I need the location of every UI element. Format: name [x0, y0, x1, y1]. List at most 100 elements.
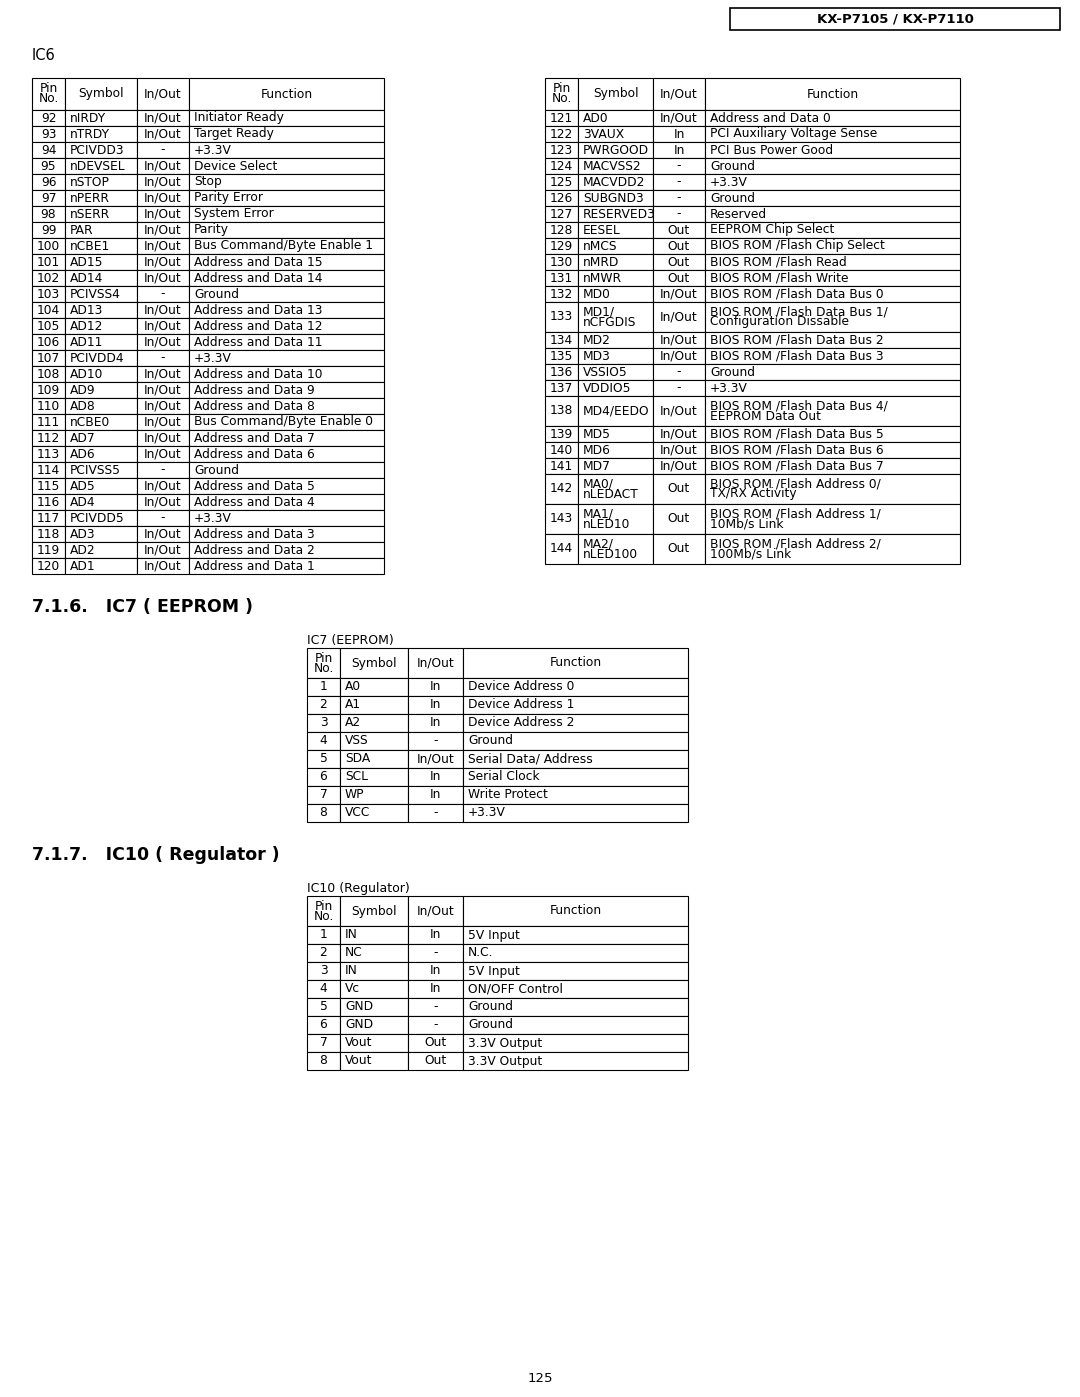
Bar [32, 510, 65, 527]
Text: nLEDACT: nLEDACT [583, 488, 638, 500]
Bar [705, 222, 960, 237]
Text: BIOS ROM /Flash Chip Select: BIOS ROM /Flash Chip Select [710, 239, 885, 253]
Bar [653, 237, 705, 254]
Bar [463, 944, 688, 963]
Bar [340, 1052, 408, 1070]
Bar [137, 446, 189, 462]
Text: +3.3V: +3.3V [194, 511, 232, 524]
Text: 8: 8 [320, 806, 327, 820]
Text: IC10 (Regulator): IC10 (Regulator) [307, 882, 409, 895]
Text: Ground: Ground [468, 1018, 513, 1031]
Text: 7: 7 [320, 788, 327, 802]
Bar [189, 430, 384, 446]
Bar [578, 142, 653, 158]
Text: BIOS ROM /Flash Address 0/: BIOS ROM /Flash Address 0/ [710, 478, 881, 490]
Text: In/Out: In/Out [144, 447, 181, 461]
Bar [653, 441, 705, 458]
Bar [653, 175, 705, 190]
Text: Address and Data 4: Address and Data 4 [194, 496, 314, 509]
Text: ON/OFF Control: ON/OFF Control [468, 982, 563, 996]
Bar [137, 510, 189, 527]
Bar [65, 478, 137, 495]
Bar [705, 205, 960, 222]
Bar [340, 944, 408, 963]
Text: AD5: AD5 [70, 479, 96, 493]
Bar [578, 302, 653, 332]
Text: +3.3V: +3.3V [194, 144, 232, 156]
Text: 128: 128 [550, 224, 573, 236]
Bar [545, 286, 578, 302]
Bar [65, 446, 137, 462]
Text: 141: 141 [550, 460, 573, 472]
Text: nDEVSEL: nDEVSEL [70, 159, 125, 172]
Bar [65, 205, 137, 222]
Text: nCFGDIS: nCFGDIS [583, 316, 636, 328]
Bar [340, 768, 408, 787]
Text: Address and Data 1: Address and Data 1 [194, 560, 314, 573]
Text: 10Mb/s Link: 10Mb/s Link [710, 517, 783, 531]
Bar [463, 714, 688, 732]
Text: In/Out: In/Out [144, 256, 181, 268]
Bar [578, 270, 653, 286]
Text: In/Out: In/Out [144, 432, 181, 444]
Text: In/Out: In/Out [144, 127, 181, 141]
Text: nPERR: nPERR [70, 191, 110, 204]
Bar [32, 270, 65, 286]
Text: Pin: Pin [314, 651, 333, 665]
Text: BIOS ROM /Flash Data Bus 1/: BIOS ROM /Flash Data Bus 1/ [710, 306, 888, 319]
Bar [653, 458, 705, 474]
Text: MACVSS2: MACVSS2 [583, 159, 642, 172]
Bar [32, 222, 65, 237]
Text: MD3: MD3 [583, 349, 611, 362]
Bar [137, 334, 189, 351]
Bar [189, 495, 384, 510]
Text: PCI Auxiliary Voltage Sense: PCI Auxiliary Voltage Sense [710, 127, 877, 141]
Text: Configuration Dissable: Configuration Dissable [710, 316, 849, 328]
Text: In/Out: In/Out [144, 479, 181, 493]
Bar [653, 504, 705, 534]
Bar [578, 332, 653, 348]
Text: Write Protect: Write Protect [468, 788, 548, 802]
Text: Vc: Vc [345, 982, 360, 996]
Text: BIOS ROM /Flash Data Bus 5: BIOS ROM /Flash Data Bus 5 [710, 427, 883, 440]
Text: NC: NC [345, 947, 363, 960]
Text: In: In [673, 144, 685, 156]
Text: 121: 121 [550, 112, 573, 124]
Bar [653, 365, 705, 380]
Bar [578, 458, 653, 474]
Bar [189, 462, 384, 478]
Text: In/Out: In/Out [660, 88, 698, 101]
Text: 135: 135 [550, 349, 573, 362]
Bar [137, 158, 189, 175]
Bar [32, 527, 65, 542]
Bar [408, 944, 463, 963]
Bar [545, 441, 578, 458]
Text: Address and Data 7: Address and Data 7 [194, 432, 314, 444]
Bar [307, 732, 340, 750]
Bar [705, 254, 960, 270]
Bar [653, 110, 705, 126]
Text: KX-P7105 / KX-P7110: KX-P7105 / KX-P7110 [816, 13, 973, 25]
Text: In/Out: In/Out [144, 496, 181, 509]
Text: Device Address 1: Device Address 1 [468, 698, 575, 711]
Text: In: In [430, 982, 442, 996]
Bar [65, 237, 137, 254]
Bar [65, 126, 137, 142]
Bar [408, 696, 463, 714]
Text: 93: 93 [41, 127, 56, 141]
Bar [32, 205, 65, 222]
Text: -: - [677, 208, 681, 221]
Text: 142: 142 [550, 482, 573, 496]
Text: Address and Data 15: Address and Data 15 [194, 256, 323, 268]
Bar [578, 190, 653, 205]
Bar [705, 78, 960, 110]
Bar [32, 142, 65, 158]
Text: 143: 143 [550, 513, 573, 525]
Bar [653, 190, 705, 205]
Text: Address and Data 0: Address and Data 0 [710, 112, 831, 124]
Bar [408, 981, 463, 997]
Bar [653, 332, 705, 348]
Bar [340, 981, 408, 997]
Text: In/Out: In/Out [144, 384, 181, 397]
Text: IN: IN [345, 964, 357, 978]
